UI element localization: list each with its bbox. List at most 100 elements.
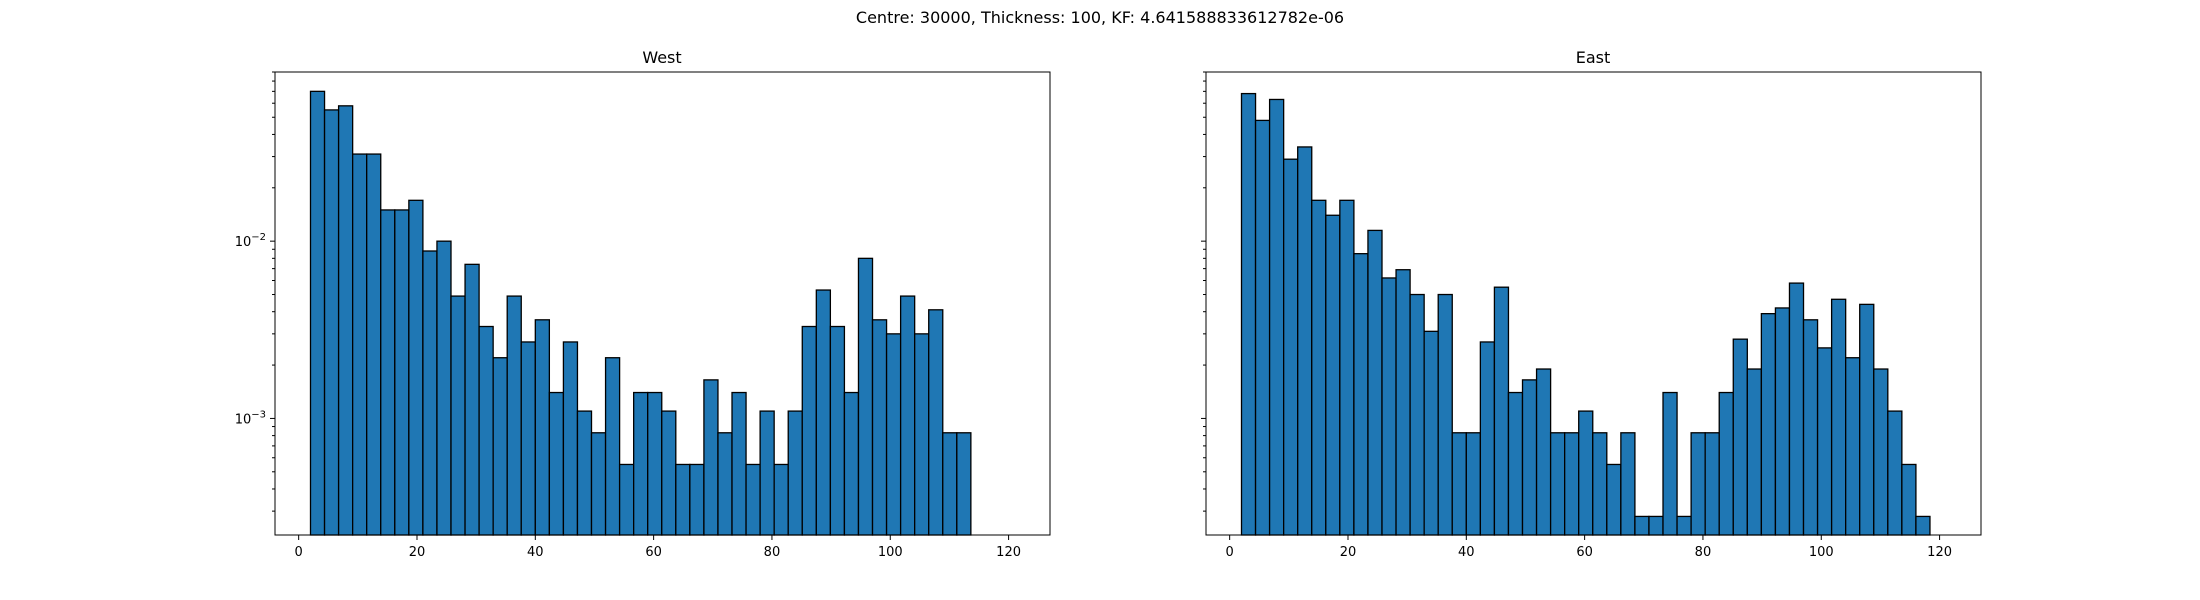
bar-east-4 bbox=[1297, 146, 1313, 536]
bar-west-1 bbox=[323, 109, 340, 536]
bar-east-1 bbox=[1254, 119, 1271, 536]
bar-east-47 bbox=[1901, 463, 1917, 536]
bar-west-3 bbox=[351, 153, 368, 536]
bar-west-33 bbox=[773, 463, 789, 536]
bar-west-18 bbox=[562, 341, 579, 536]
bar-east-9 bbox=[1367, 229, 1383, 536]
bar-east-45 bbox=[1873, 368, 1889, 536]
bar-east-23 bbox=[1564, 432, 1580, 536]
bar-west-23 bbox=[633, 391, 649, 536]
bar-west-42 bbox=[899, 295, 916, 536]
bar-east-16 bbox=[1465, 432, 1482, 536]
bar-east-24 bbox=[1578, 410, 1594, 536]
y-ticks-east bbox=[1201, 71, 1206, 512]
bar-east-38 bbox=[1774, 307, 1791, 536]
x-tick-label-east-0: 0 bbox=[1226, 545, 1234, 560]
bar-east-30 bbox=[1662, 391, 1678, 536]
bar-west-39 bbox=[857, 257, 874, 536]
bar-west-21 bbox=[604, 357, 621, 536]
bar-west-7 bbox=[408, 199, 424, 536]
bar-east-20 bbox=[1521, 379, 1538, 536]
bar-east-39 bbox=[1788, 282, 1805, 536]
bar-west-32 bbox=[759, 410, 775, 536]
bar-east-3 bbox=[1283, 158, 1299, 536]
bar-east-42 bbox=[1830, 298, 1847, 536]
bar-east-31 bbox=[1676, 515, 1692, 536]
bar-west-45 bbox=[942, 432, 958, 536]
bar-west-36 bbox=[815, 289, 832, 536]
bar-east-25 bbox=[1592, 432, 1608, 536]
bar-west-38 bbox=[843, 391, 860, 536]
bar-west-20 bbox=[590, 432, 607, 536]
x-tick-label-west-3: 60 bbox=[645, 545, 662, 560]
x-tick-label-west-5: 100 bbox=[878, 545, 903, 560]
bar-east-5 bbox=[1311, 199, 1327, 536]
bar-west-15 bbox=[520, 341, 536, 536]
x-ticks-west: 0 20 40 60 80 100 120 bbox=[295, 535, 1021, 560]
bar-west-46 bbox=[956, 432, 972, 536]
bar-east-22 bbox=[1549, 432, 1566, 536]
x-tick-label-east-4: 80 bbox=[1695, 545, 1712, 560]
bar-west-8 bbox=[422, 250, 438, 536]
bar-east-14 bbox=[1437, 293, 1453, 536]
bar-west-30 bbox=[731, 391, 747, 536]
bar-east-35 bbox=[1732, 338, 1748, 536]
bar-east-41 bbox=[1816, 347, 1833, 536]
bar-east-8 bbox=[1353, 253, 1369, 536]
bar-east-15 bbox=[1451, 432, 1467, 536]
bar-east-28 bbox=[1634, 515, 1650, 536]
plot-frame-east bbox=[1205, 71, 1982, 536]
plot-frame-west bbox=[274, 71, 1051, 536]
bar-west-14 bbox=[506, 295, 522, 536]
bar-east-29 bbox=[1648, 515, 1664, 536]
bar-east-33 bbox=[1704, 432, 1720, 536]
x-tick-label-west-6: 120 bbox=[996, 545, 1021, 560]
figure-title: Centre: 30000, Thickness: 100, KF: 4.641… bbox=[856, 8, 1344, 27]
bar-west-29 bbox=[717, 432, 733, 536]
bar-west-13 bbox=[492, 357, 508, 536]
bar-east-18 bbox=[1493, 286, 1510, 536]
y-tick-label-west-0: 10−2 bbox=[235, 232, 266, 250]
panel-west: West 0 20 40 60 80 100 120 10−2 10−3 bbox=[235, 48, 1051, 560]
bar-west-10 bbox=[450, 295, 466, 536]
bar-east-34 bbox=[1718, 391, 1734, 536]
bar-east-13 bbox=[1423, 330, 1439, 536]
panel-east: East 0 20 40 60 80 100 120 bbox=[1201, 48, 1982, 560]
bars-east bbox=[1240, 92, 1931, 536]
bars-west bbox=[309, 90, 972, 536]
bar-east-44 bbox=[1859, 303, 1875, 536]
bar-east-32 bbox=[1690, 432, 1706, 536]
bar-west-25 bbox=[661, 410, 677, 536]
bar-east-46 bbox=[1887, 410, 1903, 536]
bar-west-44 bbox=[928, 309, 944, 536]
bar-east-11 bbox=[1395, 269, 1411, 536]
bar-east-12 bbox=[1409, 293, 1425, 536]
y-tick-label-west-1: 10−3 bbox=[235, 409, 266, 427]
bar-west-4 bbox=[366, 153, 382, 536]
x-tick-label-west-2: 40 bbox=[527, 545, 544, 560]
x-tick-label-east-1: 20 bbox=[1340, 545, 1357, 560]
bar-east-19 bbox=[1507, 391, 1524, 536]
bar-east-26 bbox=[1606, 463, 1622, 536]
bar-west-5 bbox=[380, 209, 396, 536]
x-tick-label-east-2: 40 bbox=[1458, 545, 1475, 560]
bar-west-40 bbox=[871, 319, 888, 536]
x-tick-label-east-6: 120 bbox=[1927, 545, 1952, 560]
bar-east-21 bbox=[1535, 368, 1552, 536]
bar-west-28 bbox=[703, 379, 719, 536]
bar-west-27 bbox=[689, 463, 705, 536]
x-tick-label-west-1: 20 bbox=[409, 545, 426, 560]
bar-east-27 bbox=[1620, 432, 1636, 536]
bar-east-43 bbox=[1845, 357, 1861, 536]
bar-west-35 bbox=[801, 325, 817, 536]
bar-east-40 bbox=[1802, 319, 1819, 536]
panel-title-east: East bbox=[1576, 48, 1611, 67]
bar-west-12 bbox=[478, 325, 494, 536]
bar-west-22 bbox=[618, 463, 635, 536]
bar-west-9 bbox=[436, 240, 452, 536]
x-tick-label-west-4: 80 bbox=[764, 545, 781, 560]
x-tick-label-east-5: 100 bbox=[1809, 545, 1834, 560]
bar-west-16 bbox=[534, 319, 551, 536]
x-tick-label-west-0: 0 bbox=[295, 545, 303, 560]
bar-east-6 bbox=[1325, 214, 1341, 536]
